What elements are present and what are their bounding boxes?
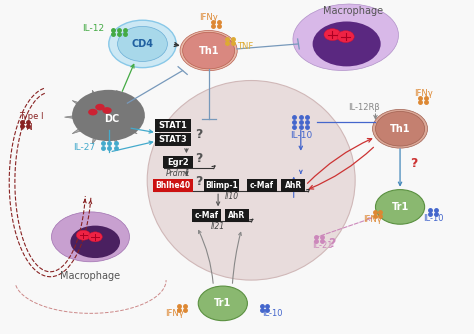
Text: ?: ? xyxy=(195,152,203,165)
FancyBboxPatch shape xyxy=(154,179,193,192)
Circle shape xyxy=(118,26,167,61)
Ellipse shape xyxy=(313,21,381,66)
Circle shape xyxy=(182,32,235,69)
Circle shape xyxy=(375,190,425,224)
Text: c-Maf: c-Maf xyxy=(250,181,274,190)
Polygon shape xyxy=(64,90,145,144)
Circle shape xyxy=(88,232,102,242)
Ellipse shape xyxy=(147,80,355,280)
Text: ?: ? xyxy=(328,237,335,250)
Text: DC: DC xyxy=(104,114,119,124)
Text: IL-10: IL-10 xyxy=(290,131,312,140)
Text: Bhlhe40: Bhlhe40 xyxy=(155,181,191,190)
Text: Blimp-1: Blimp-1 xyxy=(206,181,238,190)
Text: STAT1: STAT1 xyxy=(159,121,188,130)
Text: IL-10: IL-10 xyxy=(423,214,443,223)
Text: IL-12Rβ: IL-12Rβ xyxy=(348,103,380,112)
Text: ?: ? xyxy=(195,175,203,188)
Text: AhR: AhR xyxy=(284,181,302,190)
Text: Type I
IFN: Type I IFN xyxy=(18,113,43,132)
Circle shape xyxy=(102,107,112,114)
Text: IFNγ: IFNγ xyxy=(165,309,184,318)
Circle shape xyxy=(95,104,105,111)
Text: Macrophage: Macrophage xyxy=(60,271,120,281)
Text: IL-21: IL-21 xyxy=(312,241,332,249)
Text: TNF: TNF xyxy=(237,42,253,51)
Ellipse shape xyxy=(293,4,399,70)
Text: ?: ? xyxy=(195,128,203,141)
FancyBboxPatch shape xyxy=(282,179,305,192)
Text: ?: ? xyxy=(410,157,418,170)
FancyBboxPatch shape xyxy=(163,156,193,168)
FancyBboxPatch shape xyxy=(155,119,191,132)
Text: AhR: AhR xyxy=(228,211,246,220)
Circle shape xyxy=(198,286,247,321)
Text: Egr2: Egr2 xyxy=(167,158,189,167)
Circle shape xyxy=(373,109,428,148)
Text: Il10: Il10 xyxy=(225,192,239,201)
Circle shape xyxy=(88,109,98,116)
Text: STAT3: STAT3 xyxy=(159,135,188,144)
Text: IL-10: IL-10 xyxy=(262,309,283,318)
Circle shape xyxy=(375,112,425,146)
Text: IL-27: IL-27 xyxy=(73,143,95,152)
Text: Il21: Il21 xyxy=(211,222,225,231)
Circle shape xyxy=(324,29,341,41)
Ellipse shape xyxy=(52,212,129,262)
Circle shape xyxy=(109,20,176,68)
FancyBboxPatch shape xyxy=(191,209,221,221)
Text: IFNγ: IFNγ xyxy=(363,215,382,224)
Circle shape xyxy=(180,30,237,71)
Circle shape xyxy=(76,230,91,240)
Text: Tr1: Tr1 xyxy=(214,298,231,308)
Ellipse shape xyxy=(71,226,120,258)
Text: IL-12: IL-12 xyxy=(82,24,105,33)
FancyBboxPatch shape xyxy=(225,209,249,221)
FancyBboxPatch shape xyxy=(204,179,239,192)
Text: IFNγ: IFNγ xyxy=(414,89,433,98)
FancyBboxPatch shape xyxy=(247,179,277,192)
FancyBboxPatch shape xyxy=(155,133,191,146)
Text: CD4: CD4 xyxy=(131,39,154,49)
Text: Th1: Th1 xyxy=(390,124,410,134)
Text: Th1: Th1 xyxy=(199,45,219,55)
Text: IFNγ: IFNγ xyxy=(199,13,218,22)
Text: c-Maf: c-Maf xyxy=(194,211,219,220)
Text: Tr1: Tr1 xyxy=(392,202,409,212)
Text: Prdm1: Prdm1 xyxy=(165,169,191,178)
Circle shape xyxy=(72,90,145,141)
Text: Macrophage: Macrophage xyxy=(323,6,383,16)
Circle shape xyxy=(337,31,354,43)
